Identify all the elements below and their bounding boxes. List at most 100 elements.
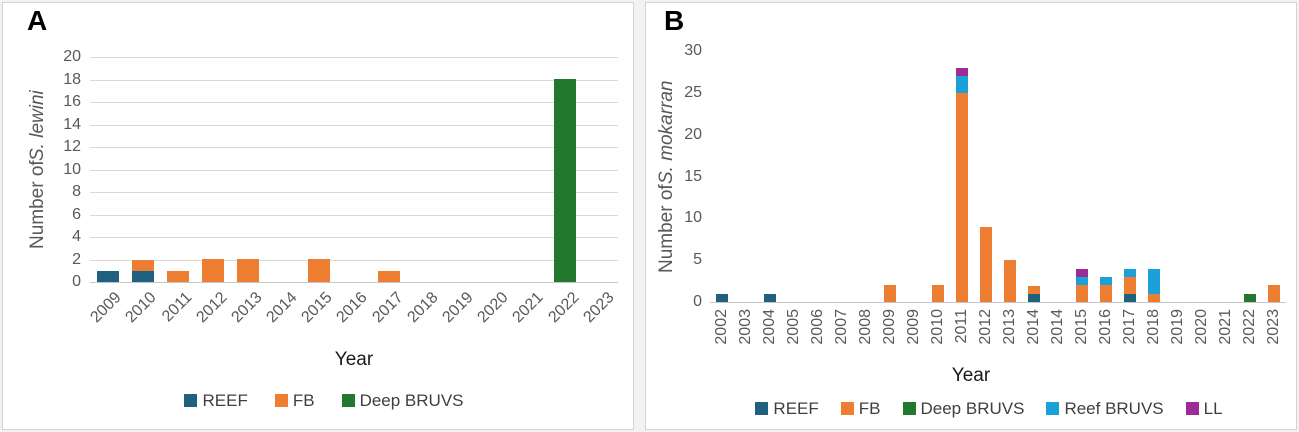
panel-label-b: B [664,5,685,36]
x-tick-label: 2017 [369,289,407,327]
y-tick-label: 0 [72,273,81,290]
x-tick-label: 2013 [228,289,266,327]
legend-item: FB [274,391,315,410]
y-tick-label: 12 [63,138,81,155]
legend-swatch-icon [840,402,854,415]
legend-swatch-icon [184,394,198,407]
x-tick-label: 2020 [1193,309,1210,345]
gridline [90,214,618,216]
bar-segment [237,259,259,282]
panel-a: A Number of S. lewini Year REEF FB Deep BR… [2,2,634,430]
legend-label: Deep BRUVS [359,391,464,410]
y-tick-label: 16 [63,93,81,110]
legend-b: REEF FB Deep BRUVS Reef BRUVS LL [646,400,1296,417]
x-tick-label: 2023 [1265,309,1282,345]
x-tick-label: 2009 [881,309,898,345]
legend-swatch-icon [1185,402,1199,415]
bar-segment [1124,294,1136,302]
bar-segment [1124,277,1136,294]
x-tick-label: 2019 [1169,309,1186,345]
bar-segment [308,259,330,282]
bar-segment [1148,294,1160,302]
gridline [90,102,618,103]
bar-segment [1028,286,1040,294]
x-tick-label: 2023 [580,289,618,327]
x-tick-label: 2014 [1025,309,1042,345]
x-axis-line [90,282,618,283]
bar-segment [1100,277,1112,285]
y-tick-label: 2 [72,250,81,268]
y-tick-label: 10 [63,160,81,178]
bar-segment [716,294,728,302]
bar-segment [378,271,400,282]
x-tick-label: 2022 [1241,309,1258,345]
y-tick-label: 4 [72,228,81,245]
bar-segment [1148,269,1160,294]
y-tick-label: 25 [684,83,702,101]
gridline [90,237,618,238]
bar-segment [980,227,992,302]
x-tick-label: 2018 [404,289,442,327]
gridline [90,124,618,126]
bar-segment [1076,277,1088,285]
x-tick-label: 2018 [1145,309,1162,345]
bar-segment [554,79,576,282]
bar-segment [884,285,896,302]
legend-a: REEF FB Deep BRUVS [3,392,633,409]
legend-item: FB [840,400,881,417]
bar-segment [1244,294,1256,302]
bar-segment [1100,285,1112,302]
x-tick-label: 2013 [1001,309,1018,345]
bar-segment [956,68,968,76]
chart-plot-a [90,57,618,283]
legend-item: Deep BRUVS [341,391,464,410]
x-tick-label: 2021 [509,289,548,327]
y-tick-label: 5 [693,251,702,269]
x-axis-title-a: Year [334,349,374,370]
y-tick-label: 20 [63,48,81,65]
panel-label-a: A [27,5,48,36]
y-tick-label: 0 [693,293,702,310]
legend-swatch-icon [341,394,355,407]
x-tick-label: 2008 [857,309,874,345]
x-tick-label: 2011 [953,309,970,344]
bar-segment [132,271,154,282]
panel-b: B Number of S. mokarran Year REEF FB Deep … [645,2,1297,430]
bar-segment [1076,285,1088,302]
gridline [90,147,618,148]
gridline [90,169,618,171]
legend-item: REEF [755,400,819,417]
y-tick-label: 14 [63,115,81,133]
bar-segment [932,285,944,302]
x-tick-label: 2021 [1217,309,1234,345]
x-tick-label: 2020 [474,289,512,327]
legend-swatch-icon [274,394,288,407]
x-tick-label: 2017 [1121,309,1138,345]
x-axis-line [710,302,1286,303]
x-tick-label: 2007 [833,309,850,345]
x-tick-label: 2015 [1073,309,1090,345]
x-tick-label: 2015 [298,289,336,327]
bar-segment [956,76,968,93]
legend-item: LL [1185,400,1223,417]
y-tick-label: 20 [684,125,702,143]
legend-label: Reef BRUVS [1064,399,1164,418]
x-tick-label: 2012 [977,309,994,345]
bar-segment [1268,285,1280,302]
x-tick-label: 2009 [905,309,922,345]
legend-label: FB [292,391,315,410]
bar-segment [764,294,776,302]
x-tick-label: 2009 [87,289,125,327]
gridline [90,57,618,58]
bar-segment [202,259,224,282]
legend-label: Deep BRUVS [920,399,1025,418]
x-tick-label: 2002 [713,309,730,345]
bar-segment [1076,269,1088,277]
gridline [90,79,618,81]
bar-segment [1004,260,1016,302]
x-tick-label: 2011 [158,289,196,326]
bar-segment [1028,294,1040,302]
gridline [90,259,618,261]
legend-item: Reef BRUVS [1046,399,1164,418]
bar-segment [97,271,119,282]
